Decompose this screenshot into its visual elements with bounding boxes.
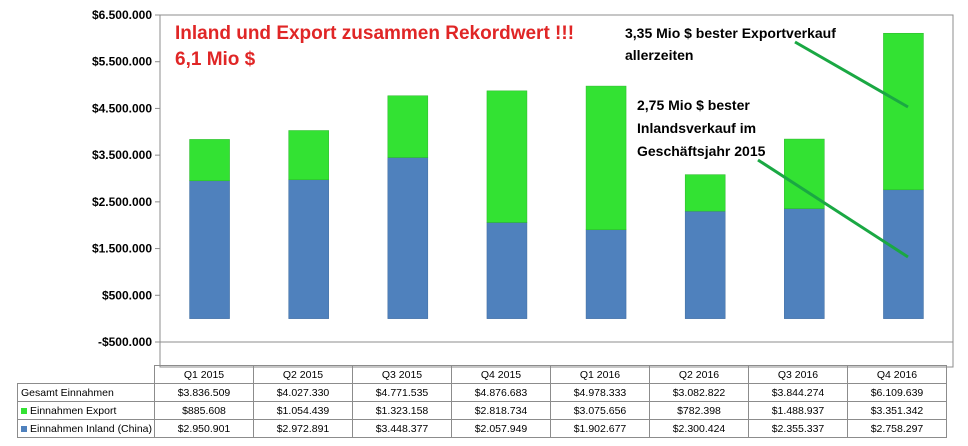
data-label: $1.902.677 (550, 419, 650, 438)
bar-export-Q1-2015 (189, 139, 230, 182)
annotations: Inland und Export zusammen Rekordwert !!… (175, 23, 909, 259)
data-label: $3.075.656 (550, 401, 650, 420)
data-table: Q1 2015 Q2 2015 Q3 2015 Q4 2015 Q1 2016 Q2 20… (17, 365, 947, 438)
plot-area (159, 14, 954, 368)
y-tick-label: $5.500.000 (92, 55, 152, 69)
bar-export-Q4-2015 (486, 90, 528, 223)
data-label: $2.300.424 (649, 419, 749, 438)
category-label: Q3 2015 (352, 365, 452, 384)
table-row: Einnahmen Export $885.608 $1.054.439 $1.323… (17, 401, 947, 420)
data-label: $4.876.683 (451, 383, 551, 402)
category-label: Q2 2015 (253, 365, 353, 384)
annotation-inland-line: Geschäftsjahr 2015 (637, 143, 766, 159)
bar-export-Q1-2016 (585, 85, 627, 231)
data-label: $2.972.891 (253, 419, 353, 438)
bar-export-Q3-2015 (387, 95, 429, 158)
y-tick-label: $500.000 (102, 288, 152, 302)
bar-inland-Q4-2015 (486, 222, 528, 319)
chart-subtitle: 6,1 Mio $ (175, 49, 256, 70)
data-label: $1.488.937 (748, 401, 848, 420)
bar-export-Q4-2016 (883, 32, 924, 191)
annotation-arrow-export (794, 40, 909, 109)
bar-inland-Q2-2016 (684, 210, 726, 319)
category-label: Q4 2015 (451, 365, 551, 384)
row-header-row-export: Einnahmen Export (17, 401, 155, 420)
legend-key (21, 407, 27, 414)
data-label: $1.054.439 (253, 401, 353, 420)
annotation-inland-line: 2,75 Mio $ bester (637, 97, 750, 113)
data-label: $885.608 (154, 401, 254, 420)
table-header-row: Q1 2015 Q2 2015 Q3 2015 Q4 2015 Q1 2016 Q2 20… (17, 365, 947, 384)
data-label: $2.950.901 (154, 419, 254, 438)
data-label: $4.771.535 (352, 383, 452, 402)
y-tick-label: $3.500.000 (92, 148, 152, 162)
y-tick-label: $4.500.000 (92, 101, 152, 115)
row-header-row-total: Gesamt Einnahmen (17, 383, 155, 402)
plot-border (159, 14, 954, 368)
bar-inland-Q3-2016 (784, 208, 825, 319)
series-label: Einnahmen Inland (China) (30, 422, 152, 435)
annotation-inland-line: Inlandsverkauf im (637, 120, 756, 136)
data-label: $1.323.158 (352, 401, 452, 420)
category-label: Q4 2016 (847, 365, 947, 384)
bar-inland-Q2-2015 (288, 179, 329, 319)
bar-export-Q2-2015 (288, 130, 329, 181)
bar-inland-Q1-2015 (189, 180, 230, 319)
data-label: $2.758.297 (847, 419, 947, 438)
data-label: $782.398 (649, 401, 749, 420)
y-tick-label: $6.500.000 (92, 8, 152, 22)
data-label: $6.109.639 (847, 383, 947, 402)
annotation-export-line: 3,35 Mio $ bester Exportverkauf (625, 25, 836, 41)
data-label: $3.844.274 (748, 383, 848, 402)
data-label: $2.355.337 (748, 419, 848, 438)
data-label: $2.818.734 (451, 401, 551, 420)
y-axis: $6.500.000 $5.500.000 $4.500.000 $3.500.000… (92, 8, 160, 349)
category-label: Q1 2015 (154, 365, 254, 384)
table-row: Einnahmen Inland (China) $2.950.901 $2.972… (17, 419, 947, 438)
bar-export-Q2-2016 (684, 174, 726, 212)
y-tick-label: $1.500.000 (92, 242, 152, 256)
series-label: Einnahmen Export (30, 404, 117, 417)
y-tick-label: $2.500.000 (92, 195, 152, 209)
bar-inland-Q3-2015 (387, 157, 429, 319)
data-label: $4.027.330 (253, 383, 353, 402)
data-label: $2.057.949 (451, 419, 551, 438)
bars (189, 32, 924, 319)
annotation-arrow-inland (757, 158, 909, 259)
chart-title: Inland und Export zusammen Rekordwert !!… (175, 23, 574, 44)
data-label: $4.978.333 (550, 383, 650, 402)
series-label: Gesamt Einnahmen (21, 386, 114, 399)
y-tick-label: -$500.000 (98, 335, 152, 349)
legend-key (21, 425, 27, 432)
data-label: $3.082.822 (649, 383, 749, 402)
table-row: Gesamt Einnahmen $3.836.509 $4.027.330 $4.7… (17, 383, 947, 402)
data-label: $3.351.342 (847, 401, 947, 420)
bar-inland-Q1-2016 (585, 229, 627, 319)
data-label: $3.448.377 (352, 419, 452, 438)
category-label: Q3 2016 (748, 365, 848, 384)
row-header-row-inland: Einnahmen Inland (China) (17, 419, 155, 438)
category-label: Q2 2016 (649, 365, 749, 384)
annotation-export-line: allerzeiten (625, 47, 693, 63)
category-label: Q1 2016 (550, 365, 650, 384)
table-corner (17, 365, 155, 384)
data-label: $3.836.509 (154, 383, 254, 402)
